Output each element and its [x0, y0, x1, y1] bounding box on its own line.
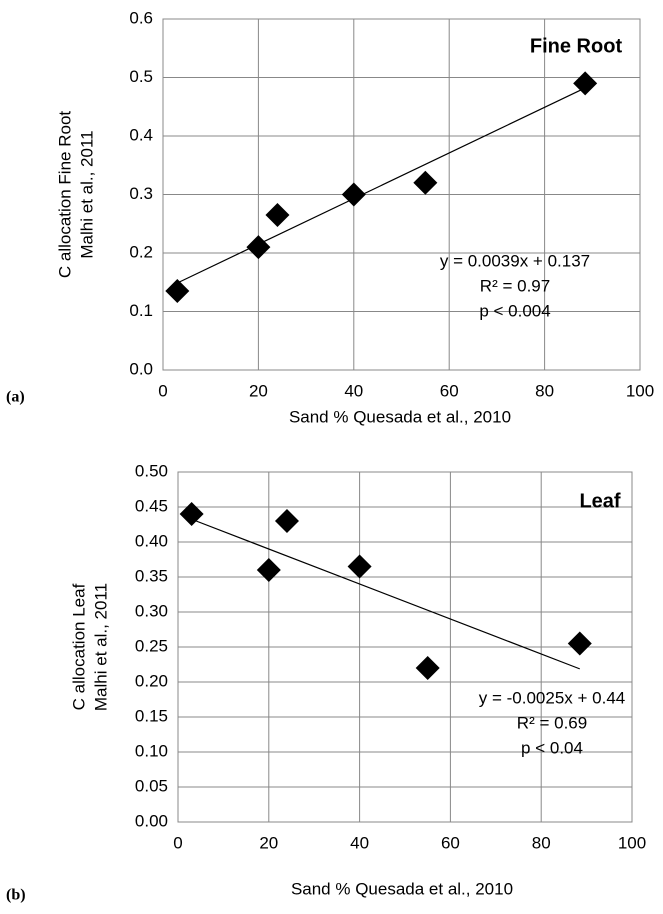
chart-title: Leaf [579, 490, 620, 512]
annotation: R² = 0.97 [480, 276, 550, 295]
point [179, 502, 204, 526]
x-tick-label: 100 [618, 833, 646, 852]
y-tick-label: 0.4 [129, 125, 153, 144]
x-axis-label: Sand % Quesada et al., 2010 [289, 407, 511, 426]
y-tick-label: 0.1 [129, 301, 153, 320]
annotation: p < 0.04 [521, 738, 583, 757]
y-tick-label: 0.05 [135, 776, 168, 795]
y-tick-label: 0.50 [135, 461, 168, 480]
y-tick-label: 0.15 [135, 706, 168, 725]
y-tick-label: 0.2 [129, 242, 153, 261]
y-tick-label: 0.20 [135, 671, 168, 690]
y-axis-label: C allocation Fine Root [55, 111, 74, 279]
point [415, 656, 440, 680]
panel-label: (b) [6, 887, 26, 904]
plot-frame [177, 471, 633, 823]
x-axis-label: Sand % Quesada et al., 2010 [291, 879, 513, 898]
y-tick-label: 0.45 [135, 496, 168, 515]
x-tick-label: 0 [158, 381, 167, 400]
x-tick-label: 60 [441, 833, 460, 852]
annotation: R² = 0.69 [517, 713, 587, 732]
y-tick-label: 0.00 [135, 811, 168, 830]
x-tick-label: 20 [259, 833, 278, 852]
x-tick-label: 100 [626, 381, 654, 400]
y-tick-label: 0.10 [135, 741, 168, 760]
x-tick-label: 60 [440, 381, 459, 400]
point [256, 558, 281, 582]
y-axis-label: Malhi et al., 2011 [77, 130, 96, 258]
trendline [177, 87, 586, 284]
annotation: y = -0.0025x + 0.44 [479, 688, 626, 707]
point [413, 170, 438, 195]
point [341, 182, 366, 207]
y-tick-label: 0.0 [129, 359, 153, 378]
y-axis-label: C allocation Leaf [69, 583, 88, 710]
y-tick-label: 0.25 [135, 636, 168, 655]
point [573, 71, 598, 96]
y-tick-label: 0.30 [135, 601, 168, 620]
point [567, 631, 592, 656]
point [274, 509, 299, 533]
x-tick-label: 80 [535, 381, 554, 400]
y-tick-label: 0.35 [135, 566, 168, 585]
y-tick-label: 0.6 [129, 8, 153, 27]
panel-label: (a) [6, 389, 25, 406]
y-tick-label: 0.3 [129, 184, 153, 203]
point [246, 235, 271, 260]
trendline [191, 518, 581, 670]
y-tick-label: 0.5 [129, 67, 153, 86]
y-tick-label: 0.40 [135, 531, 168, 550]
x-tick-label: 40 [350, 833, 369, 852]
point [165, 279, 190, 304]
x-tick-label: 20 [249, 381, 268, 400]
annotation: p < 0.004 [479, 301, 550, 320]
chart-title: Fine Root [530, 35, 623, 57]
x-tick-label: 80 [532, 833, 551, 852]
plot-frame [162, 18, 641, 371]
point [347, 554, 372, 579]
x-tick-label: 40 [344, 381, 363, 400]
annotation: y = 0.0039x + 0.137 [440, 251, 590, 270]
y-axis-label: Malhi et al., 2011 [91, 583, 110, 711]
x-tick-label: 0 [173, 833, 182, 852]
point [265, 202, 290, 227]
